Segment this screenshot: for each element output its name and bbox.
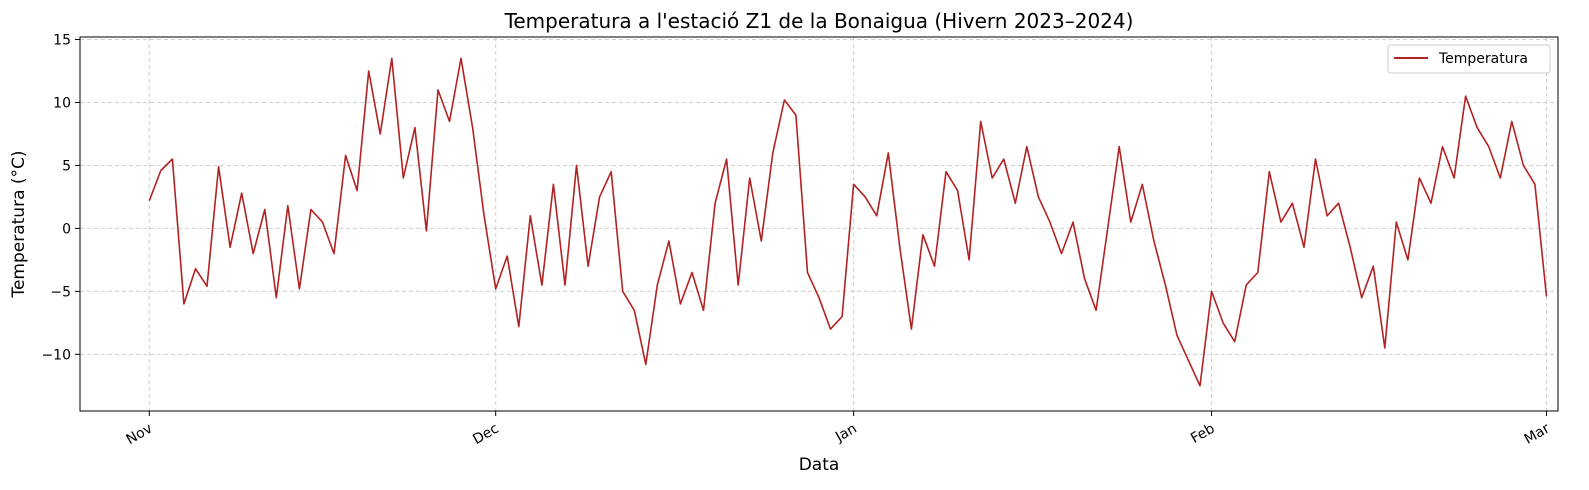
x-axis-label: Data [799, 455, 840, 475]
legend: Temperatura [1387, 44, 1551, 74]
series-layer [148, 57, 1548, 387]
legend-box [1387, 44, 1551, 74]
y-tick-label: −10 [41, 347, 71, 363]
plot-area-frame [79, 36, 1559, 412]
y-axis-label: Temperatura (°C) [9, 150, 29, 298]
y-tick-label: 0 [62, 221, 71, 237]
chart-title: Temperatura a l'estació Z1 de la Bonaigu… [504, 9, 1134, 33]
legend-label: Temperatura [1438, 51, 1528, 67]
y-tick-label: 10 [53, 95, 71, 111]
y-tick-label: 5 [62, 158, 71, 174]
y-tick-label: −5 [50, 284, 71, 300]
grid-lines [80, 37, 1558, 411]
series-line-temperatura [148, 57, 1548, 387]
y-tick-label: 15 [53, 33, 71, 49]
